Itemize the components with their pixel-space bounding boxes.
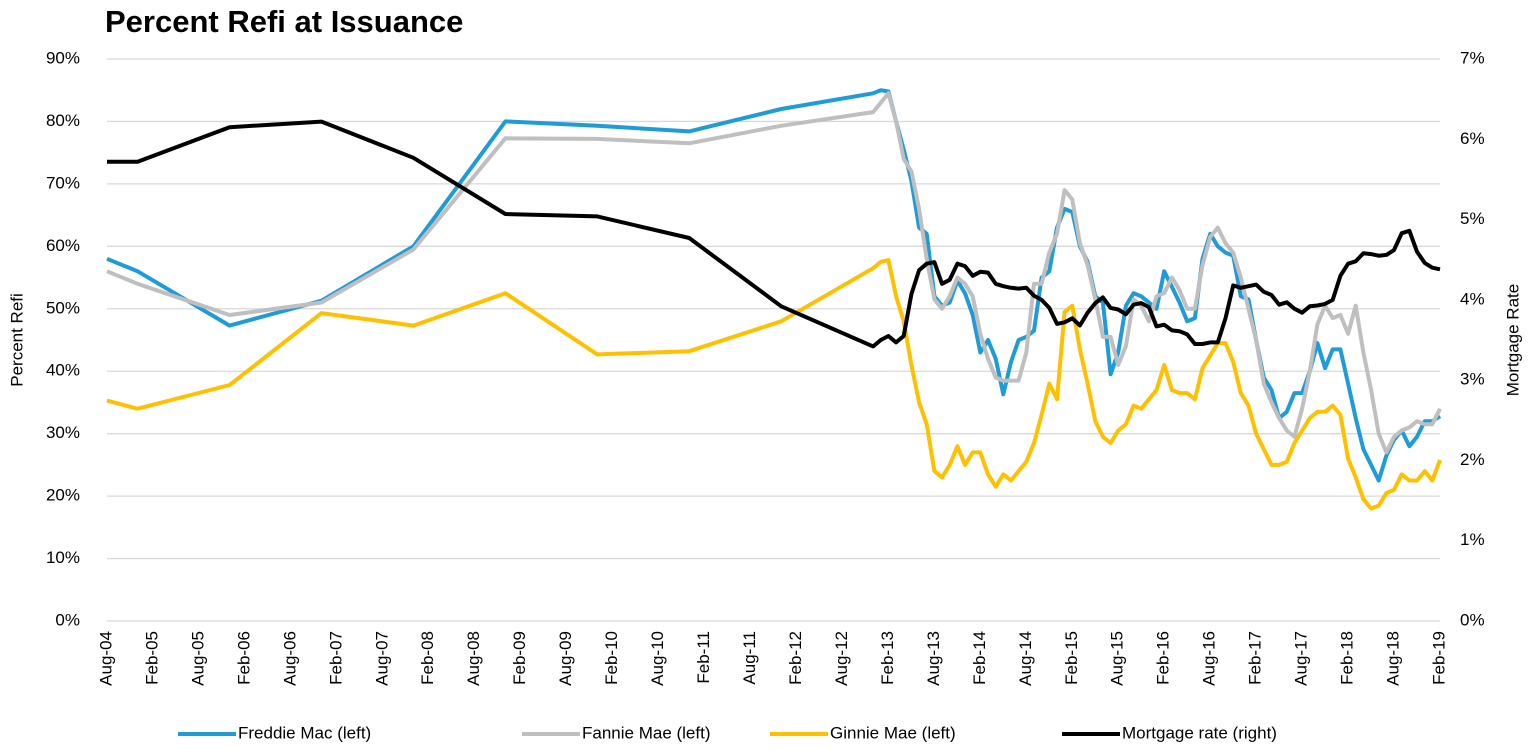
x-tick-label: Feb-05 — [142, 631, 161, 685]
y2-tick-label: 2% — [1460, 450, 1485, 469]
x-tick-label: Aug-15 — [1108, 631, 1127, 686]
x-tick-label: Feb-19 — [1429, 631, 1448, 685]
x-tick-label: Feb-09 — [510, 631, 529, 685]
y-tick-label: 80% — [46, 111, 80, 130]
y-tick-label: 70% — [46, 173, 80, 192]
y-tick-label: 30% — [46, 423, 80, 442]
x-tick-label: Feb-18 — [1338, 631, 1357, 685]
x-tick-label: Feb-12 — [786, 631, 805, 685]
y2-tick-label: 6% — [1460, 129, 1485, 148]
y-tick-label: 90% — [46, 48, 80, 67]
y2-tick-label: 0% — [1460, 610, 1485, 629]
series-line — [106, 258, 1442, 511]
x-tick-label: Feb-13 — [878, 631, 897, 685]
legend-label: Mortgage rate (right) — [1122, 723, 1277, 742]
x-tick-label: Aug-14 — [1016, 631, 1035, 686]
y-tick-label: 20% — [46, 486, 80, 505]
x-tick-label: Feb-17 — [1246, 631, 1265, 685]
x-tick-label: Feb-10 — [602, 631, 621, 685]
y-tick-label: 50% — [46, 298, 80, 317]
x-tick-label: Feb-06 — [234, 631, 253, 685]
y2-tick-label: 4% — [1460, 289, 1485, 308]
y2-tick-label: 1% — [1460, 530, 1485, 549]
y2-tick-label: 5% — [1460, 209, 1485, 228]
x-tick-label: Aug-13 — [924, 631, 943, 686]
x-tick-label: Aug-16 — [1200, 631, 1219, 686]
x-tick-label: Aug-07 — [372, 631, 391, 686]
x-tick-label: Feb-08 — [418, 631, 437, 685]
legend-label: Ginnie Mae (left) — [830, 723, 956, 742]
y-tick-label: 0% — [55, 610, 80, 629]
y-tick-label: 60% — [46, 236, 80, 255]
legend-label: Fannie Mae (left) — [582, 723, 711, 742]
x-tick-label: Aug-10 — [648, 631, 667, 686]
y2-axis-label: Mortgage Rate — [1503, 284, 1522, 396]
x-tick-label: Feb-11 — [694, 631, 713, 684]
y-tick-label: 40% — [46, 361, 80, 380]
x-tick-label: Aug-04 — [96, 631, 115, 686]
x-tick-label: Aug-12 — [832, 631, 851, 686]
x-tick-label: Feb-07 — [326, 631, 345, 685]
series-line — [106, 91, 1442, 455]
x-tick-label: Aug-09 — [556, 631, 575, 686]
y-axis-label: Percent Refi — [7, 293, 26, 387]
y2-tick-label: 7% — [1460, 48, 1485, 67]
series-line — [107, 119, 1441, 349]
chart-title: Percent Refi at Issuance — [105, 4, 463, 39]
x-tick-label: Aug-17 — [1292, 631, 1311, 686]
y-tick-label: 10% — [46, 548, 80, 567]
series-line — [106, 88, 1442, 483]
x-tick-label: Aug-08 — [464, 631, 483, 686]
x-tick-label: Feb-16 — [1154, 631, 1173, 685]
x-tick-label: Aug-05 — [188, 631, 207, 686]
y2-tick-label: 3% — [1460, 370, 1485, 389]
x-tick-label: Feb-15 — [1062, 631, 1081, 685]
x-tick-label: Feb-14 — [970, 631, 989, 685]
x-tick-label: Aug-06 — [280, 631, 299, 686]
x-tick-label: Aug-11 — [740, 631, 759, 685]
legend-label: Freddie Mac (left) — [238, 723, 371, 742]
x-tick-label: Aug-18 — [1384, 631, 1403, 686]
